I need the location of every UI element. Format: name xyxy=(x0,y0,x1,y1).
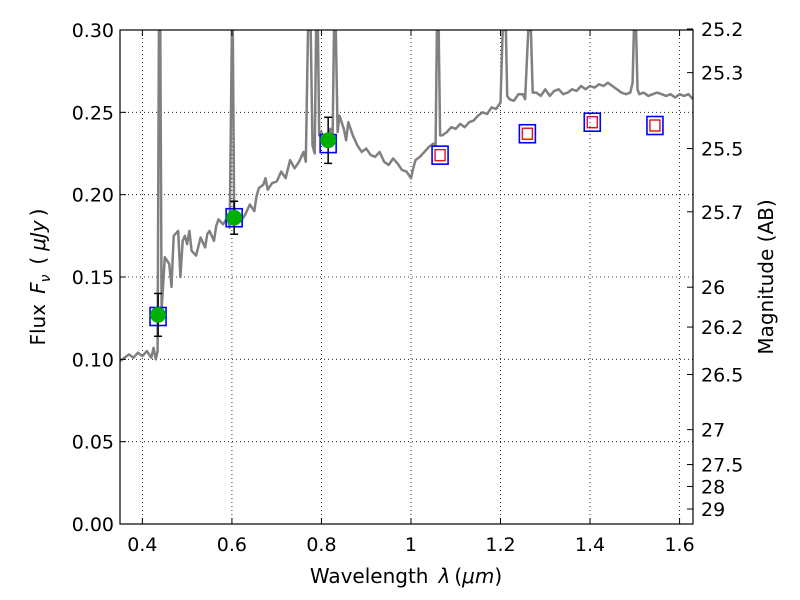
y2-tick-label: 26 xyxy=(701,277,725,299)
x-tick-label: 1 xyxy=(405,534,417,556)
y2-tick-label: 26.5 xyxy=(701,364,743,386)
x-tick-label: 1.4 xyxy=(575,534,605,556)
y2-tick-label: 25.5 xyxy=(701,139,743,161)
x-axis-unit: μm xyxy=(461,564,494,588)
model-flux-square xyxy=(518,123,537,144)
detection-point xyxy=(320,132,337,149)
model-flux-square xyxy=(583,112,602,133)
y2-axis-label: Magnitude (AB) xyxy=(754,199,778,354)
y-tick-label: 0.10 xyxy=(72,349,114,371)
y-axis-label-text: Flux xyxy=(26,304,50,346)
y-tick-label: 0.15 xyxy=(72,267,114,289)
x-axis-symbol: λ xyxy=(437,564,450,588)
y2-tick-label: 27.5 xyxy=(701,455,743,477)
upper-limit-square xyxy=(586,116,598,129)
x-tick-label: 0.4 xyxy=(127,534,157,556)
detection-point xyxy=(150,306,166,323)
y-tick-label: 0.25 xyxy=(72,102,114,124)
y2-tick-label: 28 xyxy=(701,476,725,498)
y-axis-symbol-sub: ν xyxy=(38,274,54,282)
y-tick-label: 0.30 xyxy=(72,20,114,42)
y2-tick-label: 29 xyxy=(701,499,725,521)
x-tick-label: 1.6 xyxy=(664,534,694,556)
y2-tick-label: 27 xyxy=(701,420,725,442)
upper-limit-square xyxy=(434,148,446,162)
y-axis-unit: μJy xyxy=(26,219,50,252)
upper-limit-square xyxy=(521,127,534,140)
y-tick-label: 0.00 xyxy=(72,514,114,536)
y-tick-label: 0.05 xyxy=(72,432,114,454)
model-flux-square xyxy=(646,115,664,136)
y-tick-label: 0.20 xyxy=(72,185,114,207)
model-flux-square xyxy=(431,145,449,165)
y2-tick-label: 25.7 xyxy=(701,202,743,224)
x-axis-label-text: Wavelength xyxy=(310,564,429,588)
spectrum-line xyxy=(120,30,693,363)
x-tick-label: 1.2 xyxy=(485,534,515,556)
y-axis-label: FluxFν(μJy) xyxy=(26,208,54,345)
x-axis-label: Wavelength λ (μm) xyxy=(310,564,502,588)
axis-ticks: 0.4 0.6 0.8 1 1.2 1.4 1.6 0.00 0.05 0.10 0.15 0.20 0… xyxy=(72,19,744,556)
y-axis-symbol: F xyxy=(26,282,50,294)
x-tick-label: 0.6 xyxy=(217,534,247,556)
x-tick-label: 0.8 xyxy=(306,534,336,556)
detection-point xyxy=(226,209,243,226)
plot-area xyxy=(120,30,693,363)
y2-tick-label: 26.2 xyxy=(701,317,743,339)
upper-limit-square xyxy=(649,119,661,132)
y2-tick-label: 25.2 xyxy=(701,19,743,41)
y2-tick-label: 25.3 xyxy=(701,63,743,85)
